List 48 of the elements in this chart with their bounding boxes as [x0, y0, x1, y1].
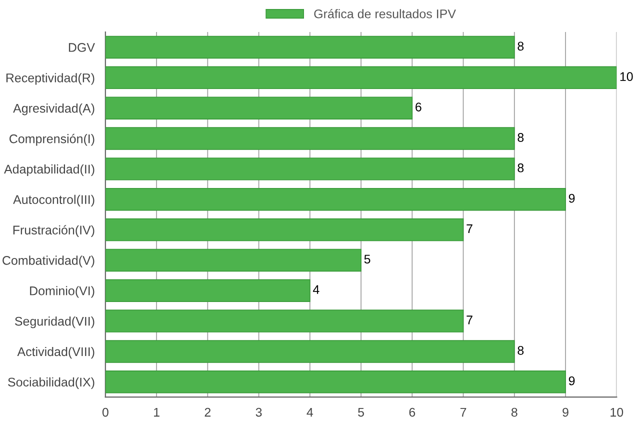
y-tick-label: Dominio(VI) [30, 286, 94, 298]
x-tick-label: 5 [358, 408, 364, 417]
y-tick-label: Seguridad(VII) [14, 316, 94, 328]
data-label: 8 [518, 163, 524, 172]
y-tick-label: Adaptabilidad(II) [4, 164, 94, 176]
data-label: 5 [364, 254, 370, 264]
bar [105, 340, 515, 363]
data-label: 9 [568, 194, 575, 203]
bar [105, 36, 515, 59]
y-tick-label: Autocontrol(III) [13, 194, 94, 206]
data-label: 7 [466, 224, 472, 234]
data-label: 6 [416, 102, 422, 112]
bar [105, 248, 362, 272]
data-label: 9 [568, 376, 575, 386]
x-tick-label: 4 [306, 408, 314, 417]
x-tick-label: 8 [511, 408, 518, 417]
data-label: 4 [312, 285, 320, 294]
bar [105, 218, 464, 242]
bar [105, 96, 413, 120]
bar [105, 279, 310, 302]
bar [105, 370, 566, 394]
y-tick-label: Actividad(VIII) [17, 346, 94, 359]
x-tick-label: 3 [256, 408, 262, 417]
bar [105, 158, 515, 180]
bar [105, 310, 464, 332]
bar [105, 188, 566, 211]
data-label: 10 [620, 72, 633, 82]
data-label: 7 [466, 316, 472, 324]
y-tick-label: DGV [68, 43, 95, 52]
y-tick-label: Receptividad(R) [6, 73, 94, 85]
bar [105, 66, 617, 90]
y-tick-label: Sociabilidad(IX) [8, 377, 94, 390]
x-tick-label: 6 [409, 408, 416, 417]
bar [105, 127, 515, 150]
x-tick-label: 0 [102, 408, 108, 417]
x-tick-label: 2 [204, 408, 211, 417]
y-tick-label: Comprensión(I) [10, 134, 94, 146]
x-tick-label: 1 [154, 408, 160, 417]
y-tick-label: Combatividad(V) [2, 256, 94, 268]
x-tick-label: 9 [562, 408, 568, 417]
x-tick-label: 10 [610, 408, 624, 417]
data-label: 8 [518, 42, 524, 51]
data-label: 8 [518, 133, 524, 142]
x-tick-label: 7 [460, 408, 466, 417]
y-tick-label: Frustración(IV) [13, 225, 94, 237]
y-tick-label: Agresividad(A) [13, 104, 94, 116]
legend-label: Gráfica de resultados IPV [314, 8, 456, 18]
data-label: 8 [518, 346, 524, 355]
